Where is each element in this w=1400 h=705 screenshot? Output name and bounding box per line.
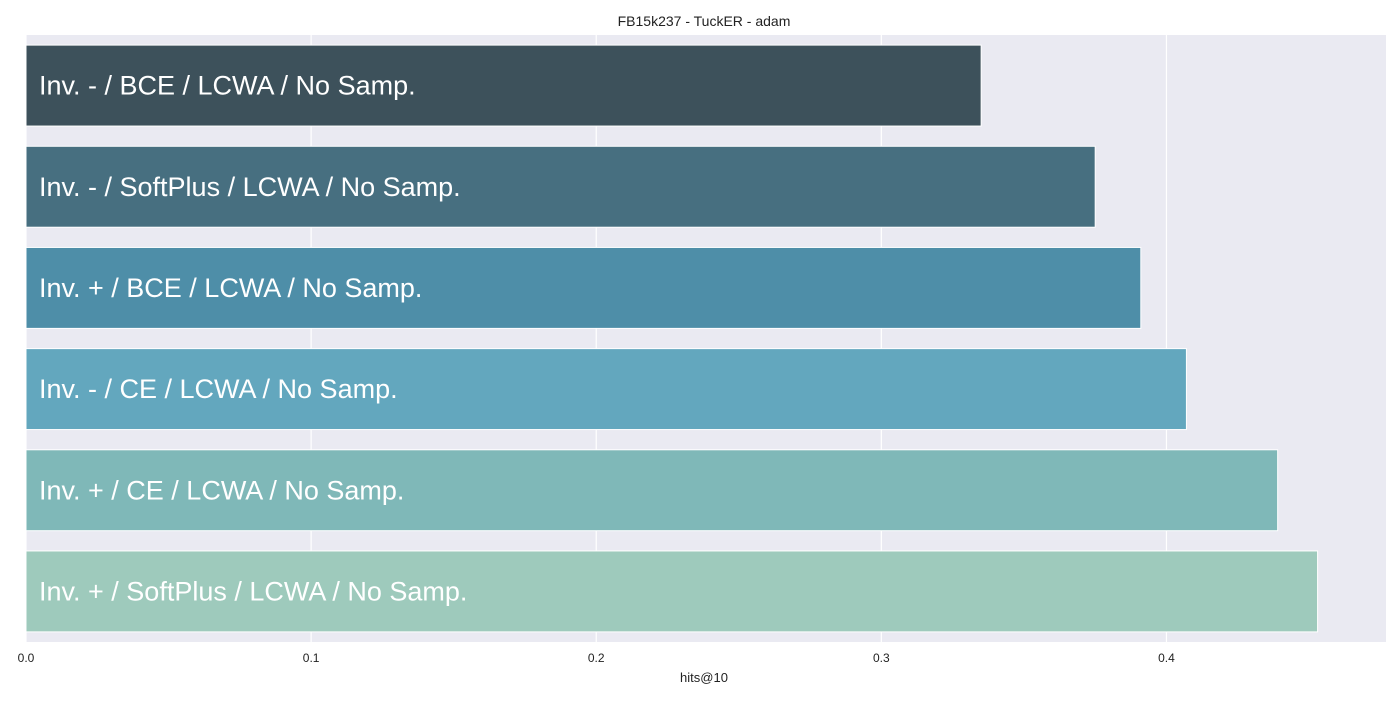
grid-layer — [25, 35, 1168, 642]
bar-2 — [25, 246, 1142, 329]
x-ticks-layer: 0.0 0.1 0.2 0.3 0.4 — [18, 651, 1175, 665]
bar-label-2: Inv. + / BCE / LCWA / No Samp. — [39, 273, 422, 303]
bars-layer — [25, 44, 1319, 633]
bar-label-5: Inv. + / SoftPlus / LCWA / No Samp. — [39, 576, 467, 606]
plot-background — [26, 35, 1386, 642]
x-tick-label-0: 0.0 — [18, 651, 35, 665]
x-axis-label: hits@10 — [680, 670, 728, 685]
bar-5 — [25, 550, 1319, 633]
bar-0 — [25, 44, 982, 127]
x-tick-label-2: 0.2 — [588, 651, 605, 665]
bar-3 — [25, 348, 1187, 431]
bar-label-0: Inv. - / BCE / LCWA / No Samp. — [39, 71, 416, 101]
bar-1 — [25, 145, 1096, 228]
x-tick-label-4: 0.4 — [1158, 651, 1175, 665]
bar-label-1: Inv. - / SoftPlus / LCWA / No Samp. — [39, 172, 461, 202]
bar-label-4: Inv. + / CE / LCWA / No Samp. — [39, 475, 404, 505]
bar-4 — [25, 449, 1279, 532]
x-tick-label-3: 0.3 — [873, 651, 890, 665]
bar-labels-layer: Inv. - / BCE / LCWA / No Samp. Inv. - / S… — [39, 71, 467, 607]
x-tick-label-1: 0.1 — [303, 651, 320, 665]
chart-title: FB15k237 - TuckER - adam — [618, 13, 791, 29]
bar-label-3: Inv. - / CE / LCWA / No Samp. — [39, 374, 398, 404]
